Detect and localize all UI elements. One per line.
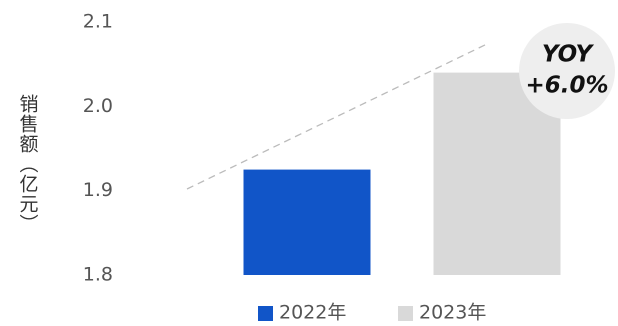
yoy-label: YOY [542,42,595,68]
yoy-badge [519,23,615,119]
trend-line [186,42,490,190]
legend-label: 2022年 [279,302,346,324]
legend-swatch [258,306,273,321]
y-axis-title-wrap: 销售额（亿元） [10,84,46,244]
legend-label: 2023年 [419,302,486,324]
y-tick-label: 1.9 [83,179,113,201]
y-tick-label: 2.0 [83,95,113,117]
y-axis-title: 销售额（亿元） [16,94,39,234]
y-tick-label: 1.8 [83,264,113,286]
legend-swatch [398,306,413,321]
y-tick-label: 2.1 [83,11,113,33]
bar-2022年 [243,169,371,275]
yoy-value: +6.0% [525,73,608,99]
